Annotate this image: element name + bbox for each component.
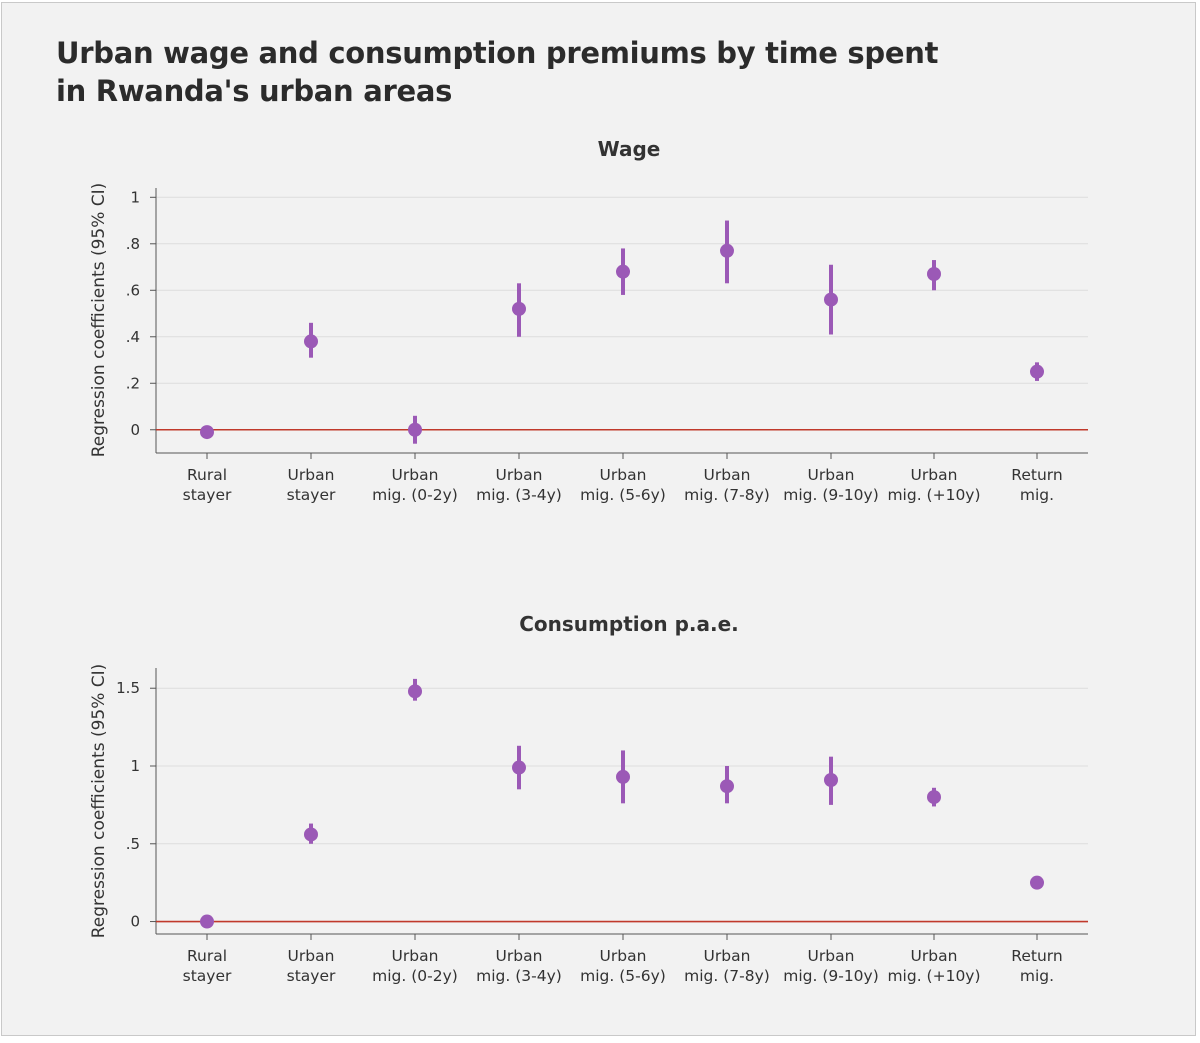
wage-point-estimate — [512, 302, 526, 316]
wage-x-tick-label: Return — [1011, 466, 1062, 484]
consumption-x-tick-label: mig. (3-4y) — [476, 967, 562, 985]
consumption-x-tick-label: Urban — [808, 947, 855, 965]
consumption-x-tick-label: Urban — [496, 947, 543, 965]
wage-point-estimate — [200, 425, 214, 439]
wage-panel-title: Wage — [598, 137, 661, 161]
wage-point-estimate — [927, 267, 941, 281]
wage-y-tick-label: .6 — [126, 281, 140, 299]
wage-x-tick-label: mig. (7-8y) — [684, 486, 770, 504]
consumption-point-estimate — [408, 684, 422, 698]
consumption-x-tick-label: mig. (0-2y) — [372, 967, 458, 985]
wage-x-tick-label: Urban — [392, 466, 439, 484]
wage-point-estimate — [824, 293, 838, 307]
wage-y-tick-label: .4 — [126, 328, 140, 346]
consumption-y-axis-label: Regression coefficients (95% CI) — [89, 664, 109, 939]
consumption-point-estimate — [720, 779, 734, 793]
consumption-point-estimate — [927, 790, 941, 804]
wage-x-tick-label: mig. (+10y) — [887, 486, 980, 504]
wage-point-estimate — [720, 244, 734, 258]
consumption-x-tick-label: Urban — [288, 947, 335, 965]
wage-x-tick-label: stayer — [287, 486, 336, 504]
consumption-x-tick-label: Return — [1011, 947, 1062, 965]
consumption-x-tick-label: Urban — [704, 947, 751, 965]
consumption-x-tick-label: Urban — [392, 947, 439, 965]
wage-x-tick-label: Urban — [288, 466, 335, 484]
consumption-point-estimate — [616, 770, 630, 784]
consumption-y-tick-label: 1 — [130, 757, 140, 775]
consumption-y-tick-label: 0 — [130, 913, 140, 931]
consumption-point-estimate — [1030, 876, 1044, 890]
consumption-point-estimate — [200, 915, 214, 929]
consumption-point-estimate — [824, 773, 838, 787]
consumption-point-estimate — [304, 827, 318, 841]
consumption-y-tick-label: .5 — [126, 835, 140, 853]
wage-x-tick-label: Rural — [187, 466, 227, 484]
wage-x-tick-label: stayer — [183, 486, 232, 504]
wage-y-axis-label: Regression coefficients (95% CI) — [89, 183, 109, 458]
wage-x-tick-label: Urban — [911, 466, 958, 484]
consumption-x-tick-label: stayer — [183, 967, 232, 985]
consumption-x-tick-label: mig. (5-6y) — [580, 967, 666, 985]
wage-x-tick-label: mig. (5-6y) — [580, 486, 666, 504]
consumption-y-tick-label: 1.5 — [116, 679, 140, 697]
wage-x-tick-label: mig. (9-10y) — [783, 486, 879, 504]
wage-point-estimate — [1030, 365, 1044, 379]
consumption-x-tick-label: mig. (9-10y) — [783, 967, 879, 985]
consumption-panel-title: Consumption p.a.e. — [519, 612, 738, 636]
wage-x-tick-label: Urban — [808, 466, 855, 484]
wage-y-tick-label: .8 — [126, 235, 140, 253]
wage-x-tick-label: Urban — [600, 466, 647, 484]
wage-y-tick-label: 0 — [130, 421, 140, 439]
wage-y-tick-label: .2 — [126, 374, 140, 392]
wage-point-estimate — [408, 423, 422, 437]
wage-point-estimate — [616, 265, 630, 279]
consumption-x-tick-label: mig. (+10y) — [887, 967, 980, 985]
consumption-point-estimate — [512, 761, 526, 775]
chart-canvas: Wage Regression coefficients (95% CI) 0 .2.… — [0, 0, 1200, 1043]
consumption-x-tick-label: mig. — [1020, 967, 1054, 985]
consumption-x-tick-label: mig. (7-8y) — [684, 967, 770, 985]
wage-x-tick-label: mig. — [1020, 486, 1054, 504]
wage-x-tick-label: Urban — [496, 466, 543, 484]
consumption-x-tick-label: Urban — [600, 947, 647, 965]
wage-x-tick-label: mig. (0-2y) — [372, 486, 458, 504]
consumption-x-tick-label: stayer — [287, 967, 336, 985]
wage-point-estimate — [304, 334, 318, 348]
wage-x-tick-label: mig. (3-4y) — [476, 486, 562, 504]
wage-x-tick-label: Urban — [704, 466, 751, 484]
consumption-x-tick-label: Rural — [187, 947, 227, 965]
wage-y-tick-label: 1 — [130, 188, 140, 206]
consumption-x-tick-label: Urban — [911, 947, 958, 965]
